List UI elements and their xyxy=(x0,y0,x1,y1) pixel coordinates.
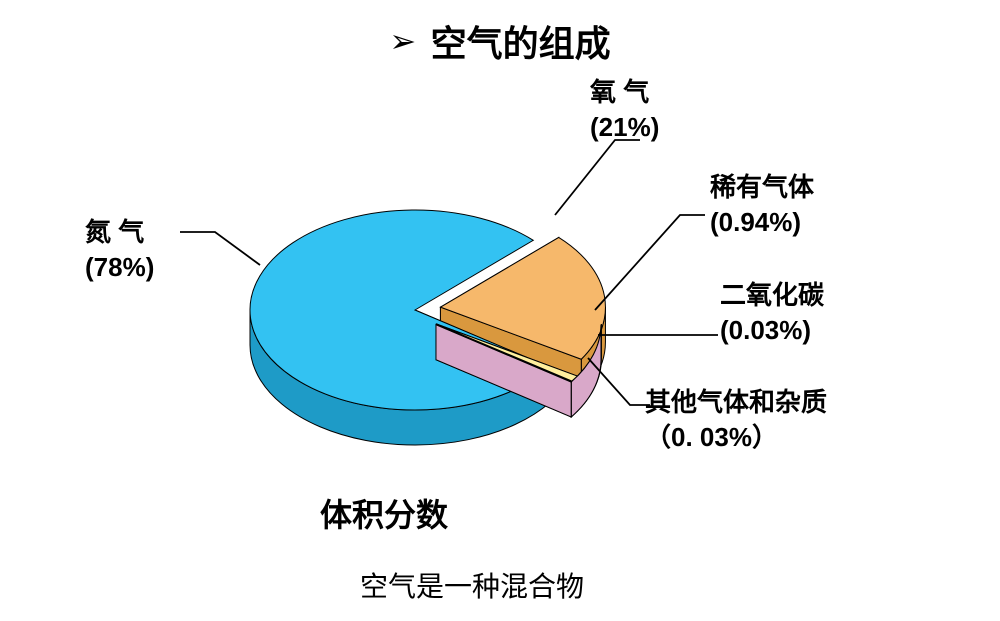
label-co2: 二氧化碳(0.03%) xyxy=(720,278,824,348)
leader-noble xyxy=(595,215,705,310)
footnote: 空气是一种混合物 xyxy=(360,565,584,605)
leader-nitrogen xyxy=(180,232,260,265)
subtitle: 体积分数 xyxy=(320,490,448,536)
label-value: （0. 03%） xyxy=(645,420,827,455)
label-name: 稀有气体 xyxy=(710,170,814,205)
label-other: 其他气体和杂质（0. 03%） xyxy=(645,385,827,455)
label-value: (21%) xyxy=(590,110,659,145)
label-value: (0.94%) xyxy=(710,205,814,240)
label-name: 二氧化碳 xyxy=(720,278,824,313)
label-value: (78%) xyxy=(85,250,154,285)
label-nitrogen: 氮 气(78%) xyxy=(85,215,154,285)
label-name: 其他气体和杂质 xyxy=(645,385,827,420)
leader-oxygen xyxy=(555,140,640,215)
label-noble: 稀有气体(0.94%) xyxy=(710,170,814,240)
label-oxygen: 氧 气(21%) xyxy=(590,75,659,145)
label-name: 氧 气 xyxy=(590,75,659,110)
label-value: (0.03%) xyxy=(720,313,824,348)
pie-chart xyxy=(0,0,1000,621)
label-name: 氮 气 xyxy=(85,215,154,250)
